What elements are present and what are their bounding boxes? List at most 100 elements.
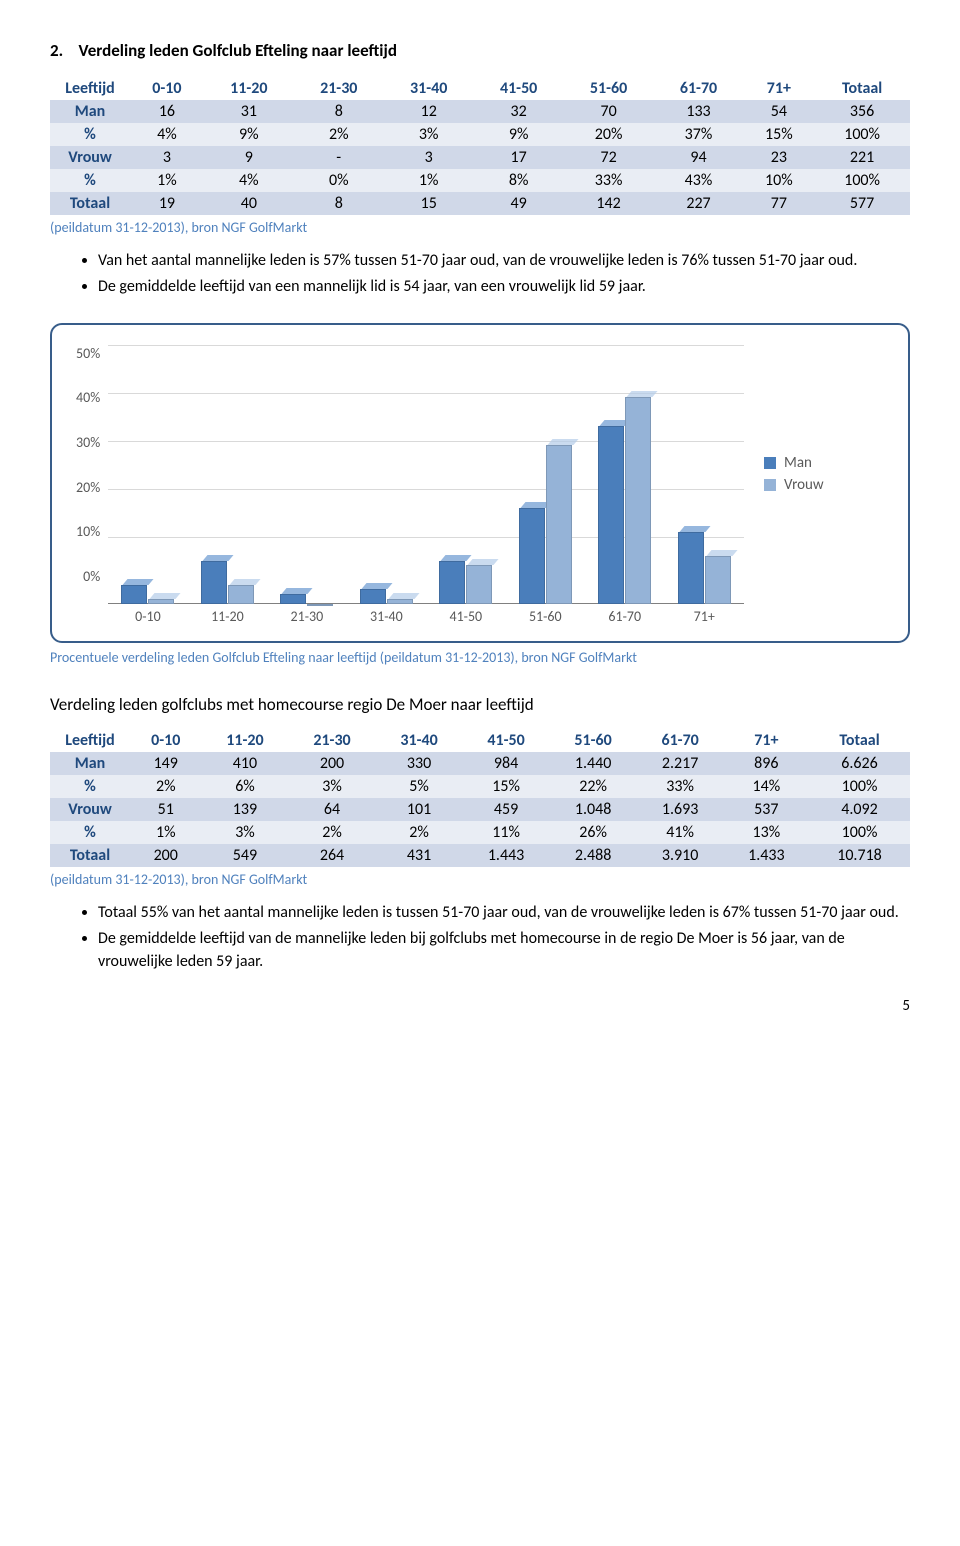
legend-item: Vrouw xyxy=(764,476,884,494)
legend-swatch xyxy=(764,479,776,491)
table-cell: 51 xyxy=(130,798,201,821)
table-cell: 14% xyxy=(724,775,809,798)
legend: Man Vrouw xyxy=(764,450,884,498)
table-cell: 15 xyxy=(384,192,474,215)
table-cell: 100% xyxy=(809,775,910,798)
table-cell: 410 xyxy=(201,752,288,775)
table-cell: 221 xyxy=(814,146,910,169)
bullets-1: Van het aantal mannelijke leden is 57% t… xyxy=(98,250,910,299)
table-cell: 537 xyxy=(724,798,809,821)
row-label: % xyxy=(50,821,130,844)
y-tick: 40% xyxy=(76,389,100,406)
bullets-2: Totaal 55% van het aantal mannelijke led… xyxy=(98,902,910,973)
bar xyxy=(546,445,572,603)
table-cell: 77 xyxy=(743,192,814,215)
table-cell: 896 xyxy=(724,752,809,775)
table-cell: 227 xyxy=(654,192,744,215)
bar xyxy=(360,589,386,603)
x-tick: 41-50 xyxy=(426,608,505,625)
table-cell: 133 xyxy=(654,100,744,123)
table-cell: 2.488 xyxy=(550,844,637,867)
legend-item: Man xyxy=(764,454,884,472)
col-header: Totaal xyxy=(814,77,910,100)
table-cell: 12 xyxy=(384,100,474,123)
plot-area: Man Vrouw xyxy=(108,345,884,604)
row-label: % xyxy=(50,169,130,192)
section-number: 2. xyxy=(50,40,63,61)
table-cell: 100% xyxy=(814,169,910,192)
section-title: Verdeling leden Golfclub Efteling naar l… xyxy=(79,40,397,61)
table-cell: 101 xyxy=(376,798,463,821)
table-cell: 54 xyxy=(743,100,814,123)
table-cell: 1.048 xyxy=(550,798,637,821)
table-cell: 984 xyxy=(463,752,550,775)
table-cell: 459 xyxy=(463,798,550,821)
table-cell: 41% xyxy=(637,821,724,844)
bar xyxy=(121,585,147,604)
table-cell: 0% xyxy=(294,169,384,192)
row-label: Man xyxy=(50,100,130,123)
table-cell: 3% xyxy=(288,775,375,798)
table-cell: 149 xyxy=(130,752,201,775)
table-cell: 3 xyxy=(384,146,474,169)
table-cell: 49 xyxy=(474,192,564,215)
table-cell: 10.718 xyxy=(809,844,910,867)
table-cell: 330 xyxy=(376,752,463,775)
row-label: Vrouw xyxy=(50,146,130,169)
bar xyxy=(280,594,306,604)
y-tick: 20% xyxy=(76,479,100,496)
table-cell: 32 xyxy=(474,100,564,123)
bar xyxy=(148,599,174,604)
table-cell: 431 xyxy=(376,844,463,867)
y-tick: 10% xyxy=(76,523,100,540)
col-header: 11-20 xyxy=(201,729,288,752)
bar xyxy=(466,565,492,603)
col-header: 21-30 xyxy=(294,77,384,100)
chart-source: Procentuele verdeling leden Golfclub Eft… xyxy=(50,649,910,666)
table-cell: 72 xyxy=(564,146,654,169)
table-cell: 142 xyxy=(564,192,654,215)
table-cell: 9 xyxy=(204,146,294,169)
bullet-item: Totaal 55% van het aantal mannelijke led… xyxy=(98,902,910,924)
table-cell: 264 xyxy=(288,844,375,867)
y-tick: 50% xyxy=(76,345,100,362)
table-cell: 1.443 xyxy=(463,844,550,867)
table-1: Leeftijd0-1011-2021-3031-4041-5051-6061-… xyxy=(50,77,910,215)
table-cell: 94 xyxy=(654,146,744,169)
x-tick: 31-40 xyxy=(347,608,426,625)
table-cell: 43% xyxy=(654,169,744,192)
table-cell: 11% xyxy=(463,821,550,844)
bar xyxy=(201,561,227,604)
col-header: 41-50 xyxy=(474,77,564,100)
legend-label: Man xyxy=(784,454,812,472)
table1-source: (peildatum 31-12-2013), bron NGF GolfMar… xyxy=(50,219,910,236)
bar xyxy=(387,599,413,604)
section-heading: 2. Verdeling leden Golfclub Efteling naa… xyxy=(50,40,910,61)
table-cell: 70 xyxy=(564,100,654,123)
bar-group xyxy=(188,345,267,604)
col-header: 71+ xyxy=(724,729,809,752)
table-cell: 26% xyxy=(550,821,637,844)
table-cell: 4.092 xyxy=(809,798,910,821)
table-cell: 1.433 xyxy=(724,844,809,867)
table-cell: 3 xyxy=(130,146,204,169)
table-cell: 17 xyxy=(474,146,564,169)
col-header: 0-10 xyxy=(130,729,201,752)
table-cell: 2% xyxy=(376,821,463,844)
table-cell: 37% xyxy=(654,123,744,146)
table-cell: 200 xyxy=(130,844,201,867)
table-cell: 1% xyxy=(130,169,204,192)
bullet-item: De gemiddelde leeftijd van de mannelijke… xyxy=(98,928,910,973)
table-cell: 64 xyxy=(288,798,375,821)
page-number: 5 xyxy=(50,997,910,1015)
table-2: Leeftijd0-1011-2021-3031-4041-5051-6061-… xyxy=(50,729,910,867)
col-header: 41-50 xyxy=(463,729,550,752)
table-cell: 1.440 xyxy=(550,752,637,775)
bar xyxy=(598,426,624,604)
col-header: 11-20 xyxy=(204,77,294,100)
table-cell: 2% xyxy=(294,123,384,146)
table-cell: 356 xyxy=(814,100,910,123)
col-header: 0-10 xyxy=(130,77,204,100)
table-cell: 2% xyxy=(288,821,375,844)
table-cell: 19 xyxy=(130,192,204,215)
